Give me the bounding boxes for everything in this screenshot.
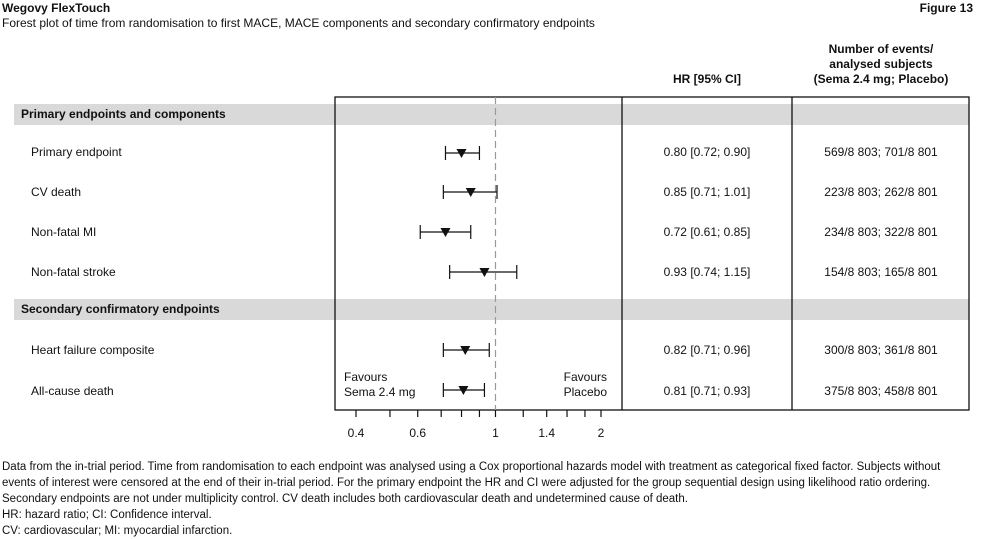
hr-point-marker [440, 228, 451, 237]
events-value: 154/8 803; 165/8 801 [824, 265, 938, 279]
section-label-secondary: Secondary confirmatory endpoints [21, 302, 220, 316]
row-label: All-cause death [31, 384, 114, 398]
hr-ci-value: 0.72 [0.61; 0.85] [663, 225, 751, 239]
favours-right-line-1: Favours [563, 370, 607, 384]
figure-subtitle: Forest plot of time from randomisation t… [2, 16, 595, 30]
hr-point-marker [479, 268, 490, 277]
hr-point-marker [458, 386, 469, 395]
row-label: Primary endpoint [31, 145, 122, 159]
footnote-abbrev-hr: HR: hazard ratio; CI: Confidence interva… [2, 509, 212, 521]
hr-ci-value: 0.81 [0.71; 0.93] [663, 384, 751, 398]
x-tick-label: 1.4 [538, 426, 556, 440]
hr-ci-value: 0.82 [0.71; 0.96] [663, 343, 751, 357]
x-tick-label: 0.6 [409, 426, 427, 440]
hr-point-marker [460, 346, 471, 355]
favours-left-line-1: Favours [344, 370, 388, 384]
favours-left-line-2: Sema 2.4 mg [344, 385, 416, 399]
hr-column-header: HR [95% CI] [672, 72, 741, 86]
events-value: 300/8 803; 361/8 801 [824, 343, 938, 357]
events-column-header: Number of events/ analysed subjects (Sem… [792, 42, 970, 87]
events-value: 234/8 803; 322/8 801 [824, 225, 938, 239]
section-bar-secondary [14, 299, 969, 320]
hr-point-marker [465, 188, 476, 197]
hr-ci-value: 0.85 [0.71; 1.01] [663, 185, 751, 199]
hr-ci-value: 0.93 [0.74; 1.15] [663, 265, 751, 279]
hr-ci-value: 0.80 [0.72; 0.90] [663, 145, 751, 159]
events-value: 375/8 803; 458/8 801 [824, 384, 938, 398]
plot-frame [334, 96, 970, 411]
x-tick-label: 0.4 [347, 426, 365, 440]
row-label: Heart failure composite [31, 343, 155, 357]
favours-right-label: Favours Placebo [563, 370, 607, 400]
brand-title: Wegovy FlexTouch [2, 1, 111, 15]
x-tick-label: 2 [597, 426, 605, 440]
section-bar-primary [14, 104, 969, 125]
events-header-line-1: Number of events/ [828, 42, 934, 56]
events-value: 569/8 803; 701/8 801 [824, 145, 938, 159]
footnote-methods: Data from the in-trial period. Time from… [2, 461, 941, 505]
section-label-primary: Primary endpoints and components [21, 107, 226, 121]
events-header-line-3: (Sema 2.4 mg; Placebo) [813, 72, 949, 86]
favours-left-label: Favours Sema 2.4 mg [344, 370, 415, 400]
events-header-line-2: analysed subjects [829, 57, 933, 71]
events-value: 223/8 803; 262/8 801 [824, 185, 938, 199]
favours-right-line-2: Placebo [563, 385, 607, 399]
row-label: CV death [31, 185, 82, 199]
hr-point-marker [456, 149, 467, 158]
figure-label: Figure 13 [919, 1, 973, 15]
row-label: Non-fatal MI [31, 225, 97, 239]
x-tick-label: 1 [492, 426, 499, 440]
footnote-abbrev-cv: CV: cardiovascular; MI: myocardial infar… [2, 525, 233, 537]
row-label: Non-fatal stroke [31, 265, 116, 279]
